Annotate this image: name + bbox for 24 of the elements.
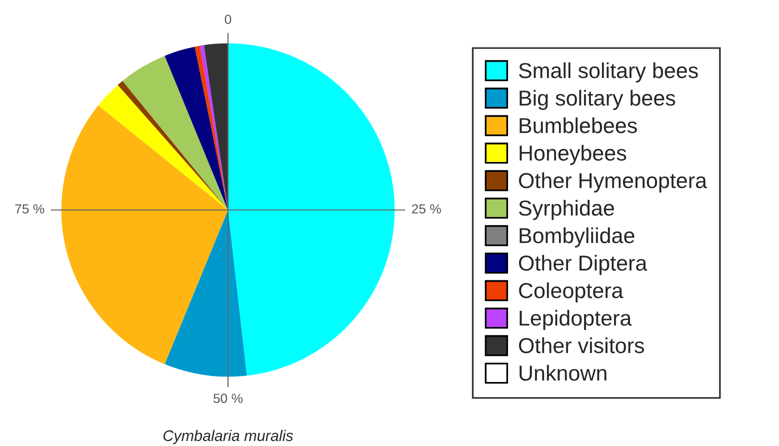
legend-label: Other visitors [518,337,644,354]
text: 25 % [412,204,441,214]
pie-slice [164,210,247,377]
legend-label: Other Hymenoptera [518,172,708,192]
pie-slice [122,56,228,210]
legend-label: Other Diptera [518,254,648,275]
legend-label: Lepidoptera [520,310,632,330]
legend-label: Big solitary bees [520,90,676,110]
pie-slice [228,43,395,376]
legend-label: Bombyliidae [520,227,634,248]
legend-label: Syrphidae [518,200,614,220]
text: 0 [224,14,232,24]
pie-slice [118,80,228,210]
text: 50 % [213,394,243,404]
text: Cymbalaria muralis [163,430,294,444]
pie-slice [98,84,228,210]
pie-slice [164,46,228,210]
text: 75 % [15,204,44,214]
legend-label: Honeybees [520,144,626,165]
legend-label: Bumblebees [520,117,637,134]
legend-label: Small solitary bees [518,62,698,82]
legend-label: Coleoptera [519,282,624,302]
pie-slice [61,105,228,364]
legend-label: Unknown [520,364,606,381]
